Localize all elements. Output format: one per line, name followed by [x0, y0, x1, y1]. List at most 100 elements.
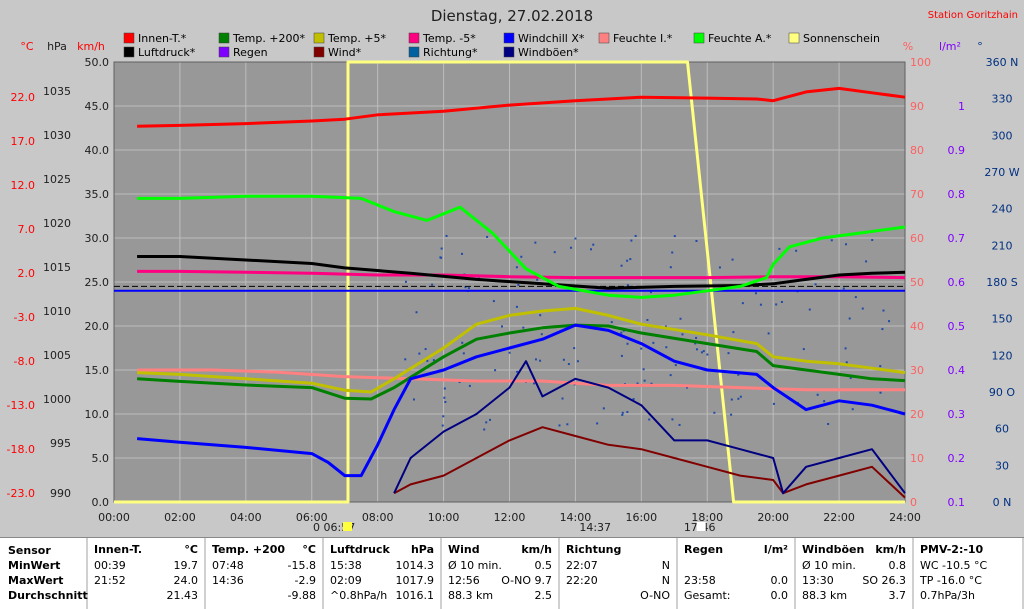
stats-column: Innen-T. °C 00:39 19.7 21:52 24.0 21.43	[88, 538, 206, 609]
stats-cell-value: 1017.9	[395, 574, 435, 587]
direction-point	[808, 308, 811, 311]
direction-point	[674, 364, 677, 367]
direction-point	[515, 305, 518, 308]
direction-point	[845, 361, 848, 364]
temp-tick-label: -23.0	[7, 487, 35, 500]
stats-cell-row: 88.3 km 3.7	[796, 589, 912, 604]
direction-point	[534, 241, 537, 244]
temp-tick-label: 22.0	[11, 91, 36, 104]
stats-cell-row: ^0.8hPa/h 1016.1	[324, 589, 440, 604]
station-name: Station Goritzhain	[928, 10, 1018, 21]
stats-cell-time: ^0.8hPa/h	[330, 589, 388, 602]
legend-label: Windböen*	[518, 46, 579, 59]
direction-point	[695, 336, 698, 339]
direction-point	[823, 400, 826, 403]
stats-cell-value: O-NO 9.7	[501, 574, 552, 587]
legend-swatch	[123, 46, 135, 58]
stats-column-title: Windböen	[802, 543, 865, 556]
sunset-icon	[696, 522, 706, 531]
wind-tick-label: 45.0	[85, 100, 110, 113]
legend-swatch	[218, 46, 230, 58]
stats-cell-row: 00:39 19.7	[88, 559, 204, 574]
time-tick-label: 06:00	[296, 511, 328, 524]
stats-cell-row: 21:52 24.0	[88, 574, 204, 589]
stats-cell-row: 12:56 O-NO 9.7	[442, 574, 558, 589]
series-line-feuchte-i	[137, 368, 905, 392]
stats-cell-value: SO 26.3	[862, 574, 906, 587]
rain-tick-label: 0.2	[948, 452, 966, 465]
direction-point	[702, 350, 705, 353]
direction-point	[861, 307, 864, 310]
stats-cell-value: 1014.3	[395, 559, 435, 572]
direction-point	[681, 333, 684, 336]
legend-swatch	[693, 32, 705, 44]
direction-point	[669, 266, 672, 269]
direction-tick-label: 60	[995, 423, 1009, 436]
direction-point	[648, 418, 651, 421]
direction-point	[802, 348, 805, 351]
direction-point	[871, 239, 874, 242]
time-tick-label: 16:00	[625, 511, 657, 524]
temp-tick-label: 17.0	[11, 135, 36, 148]
stats-cell-time: 14:36	[212, 574, 244, 587]
humidity-tick-label: 30	[910, 364, 924, 377]
stats-cell-time: 88.3 km	[448, 589, 494, 602]
weather-chart: 22.0 17.0 12.0 7.0 2.0 -3.0 -8.0 -13.0 -18.0 -23.…	[6, 7, 1020, 553]
direction-tick-label: 180 S	[986, 276, 1017, 289]
series-line-temp-200	[137, 323, 906, 401]
direction-point	[854, 296, 857, 299]
direction-point	[727, 352, 730, 355]
direction-point	[620, 331, 623, 334]
stats-cell-time: TP -16.0 °C	[920, 574, 982, 587]
direction-point	[718, 266, 721, 269]
wind-tick-label: 50.0	[85, 56, 110, 69]
stats-cell-value: 0.8	[888, 559, 907, 572]
direction-tick-label: 120	[992, 349, 1013, 362]
legend-swatch	[408, 32, 420, 44]
direction-point	[534, 358, 537, 361]
direction-point	[404, 358, 407, 361]
stats-cell-value: N	[661, 574, 670, 587]
direction-point	[664, 325, 667, 328]
direction-point	[827, 423, 830, 426]
stats-column: Windböen km/h Ø 10 min. 0.8 13:30 SO 26.3 88.3…	[796, 538, 914, 609]
direction-point	[816, 393, 819, 396]
direction-point	[404, 280, 407, 283]
humidity-tick-label: 100	[910, 56, 931, 69]
direction-point	[539, 314, 542, 317]
legend-label: Richtung*	[423, 46, 478, 59]
direction-point	[881, 328, 884, 331]
time-tick-label: 18:00	[691, 511, 723, 524]
direction-point	[485, 421, 488, 424]
stats-column: Temp. +200 °C 07:48 -15.8 14:36 -2.9 -9.88	[206, 538, 324, 609]
legend-label: Feuchte I.*	[613, 32, 673, 45]
direction-point	[772, 402, 775, 405]
time-tick-label: 24:00	[889, 511, 921, 524]
stats-cell-value: N	[661, 559, 670, 572]
stats-column-title: Regen	[684, 543, 724, 556]
pressure-tick-label: 990	[50, 487, 71, 500]
direction-point	[767, 332, 770, 335]
stats-column-title: Luftdruck	[330, 543, 390, 556]
direction-point	[696, 348, 699, 351]
temp-unit-label: °C	[20, 40, 34, 53]
stats-column-unit: l/m²	[763, 543, 788, 556]
direction-point	[775, 303, 778, 306]
wind-tick-label: 0.0	[92, 496, 110, 509]
solar-noon-label: 14:37	[579, 521, 611, 534]
direction-point	[845, 243, 848, 246]
stats-cell-row: 02:09 1017.9	[324, 574, 440, 589]
direction-point	[442, 415, 445, 418]
rain-tick-label: 0.1	[948, 496, 966, 509]
direction-point	[610, 321, 613, 324]
humidity-tick-label: 10	[910, 452, 924, 465]
direction-tick-label: 330	[992, 93, 1013, 106]
direction-point	[732, 331, 735, 334]
legend-swatch	[313, 32, 325, 44]
stats-column: Wind km/h Ø 10 min. 0.5 12:56 O-NO 9.7 88.3 km…	[442, 538, 560, 609]
pressure-tick-label: 1030	[43, 129, 71, 142]
direction-point	[865, 260, 868, 263]
direction-point	[492, 300, 495, 303]
direction-point	[730, 398, 733, 401]
direction-point	[634, 234, 637, 237]
